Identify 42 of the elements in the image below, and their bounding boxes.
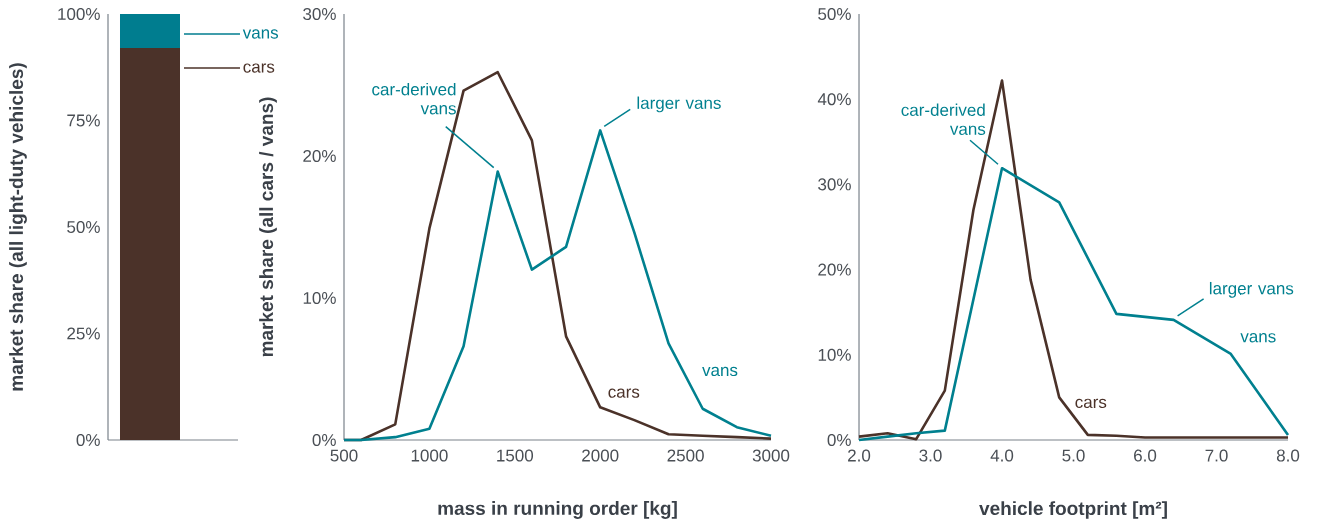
x-axis-title: mass in running order [kg]: [438, 501, 677, 519]
y-tick-label: 50%: [67, 220, 100, 234]
y-tick-label: 10%: [303, 291, 336, 305]
annotation: larger vans: [637, 96, 721, 113]
x-tick-label: 4.0: [990, 449, 1014, 462]
series-label: vans: [1240, 333, 1276, 343]
x-tick-label: 8.0: [1276, 449, 1300, 462]
y-tick-label: 30%: [303, 7, 336, 21]
x-axis-title: vehicle footprint [m²]: [979, 501, 1167, 519]
x-tick-label: 3000: [752, 449, 790, 462]
x-tick-label: 2.0: [848, 449, 871, 462]
x-tick-label: 2500: [667, 449, 704, 462]
x-tick-label: 5.0: [1062, 449, 1085, 462]
annotation: larger vans: [1209, 281, 1294, 298]
x-tick-label: 7.0: [1205, 449, 1228, 462]
y-tick-label: 75%: [67, 114, 100, 127]
y-tick-label: 20%: [303, 149, 336, 163]
legend-label: cars: [243, 63, 275, 73]
y-tick-label: 0%: [827, 433, 851, 447]
y-tick-label: 0%: [76, 433, 100, 447]
x-tick-label: 6.0: [1134, 449, 1157, 462]
series-label: cars: [1075, 398, 1107, 409]
annotation: car-derived vans: [372, 82, 456, 115]
y-tick-label: 25%: [67, 327, 100, 340]
series-label: vans: [702, 366, 738, 377]
annotation: car-derived vans: [901, 103, 986, 136]
series-label: cars: [608, 388, 640, 398]
y-tick-label: 40%: [817, 93, 851, 106]
y-tick-label: 30%: [818, 178, 851, 191]
x-tick-label: 1000: [411, 449, 448, 462]
y-tick-label: 100%: [58, 7, 100, 21]
x-tick-label: 500: [330, 449, 358, 462]
y-tick-label: 10%: [818, 348, 851, 361]
y-axis-title: market share (all light-duty vehicles): [9, 63, 27, 391]
y-tick-label: 20%: [818, 263, 851, 276]
legend-label: vans: [242, 29, 279, 39]
y-tick-label: 50%: [818, 7, 851, 21]
y-tick-label: 0%: [312, 433, 336, 447]
y-axis-title: market share (all cars / vans): [259, 97, 277, 357]
x-tick-label: 1500: [497, 449, 534, 462]
x-tick-label: 2000: [582, 449, 619, 462]
x-tick-label: 3.0: [919, 449, 942, 462]
